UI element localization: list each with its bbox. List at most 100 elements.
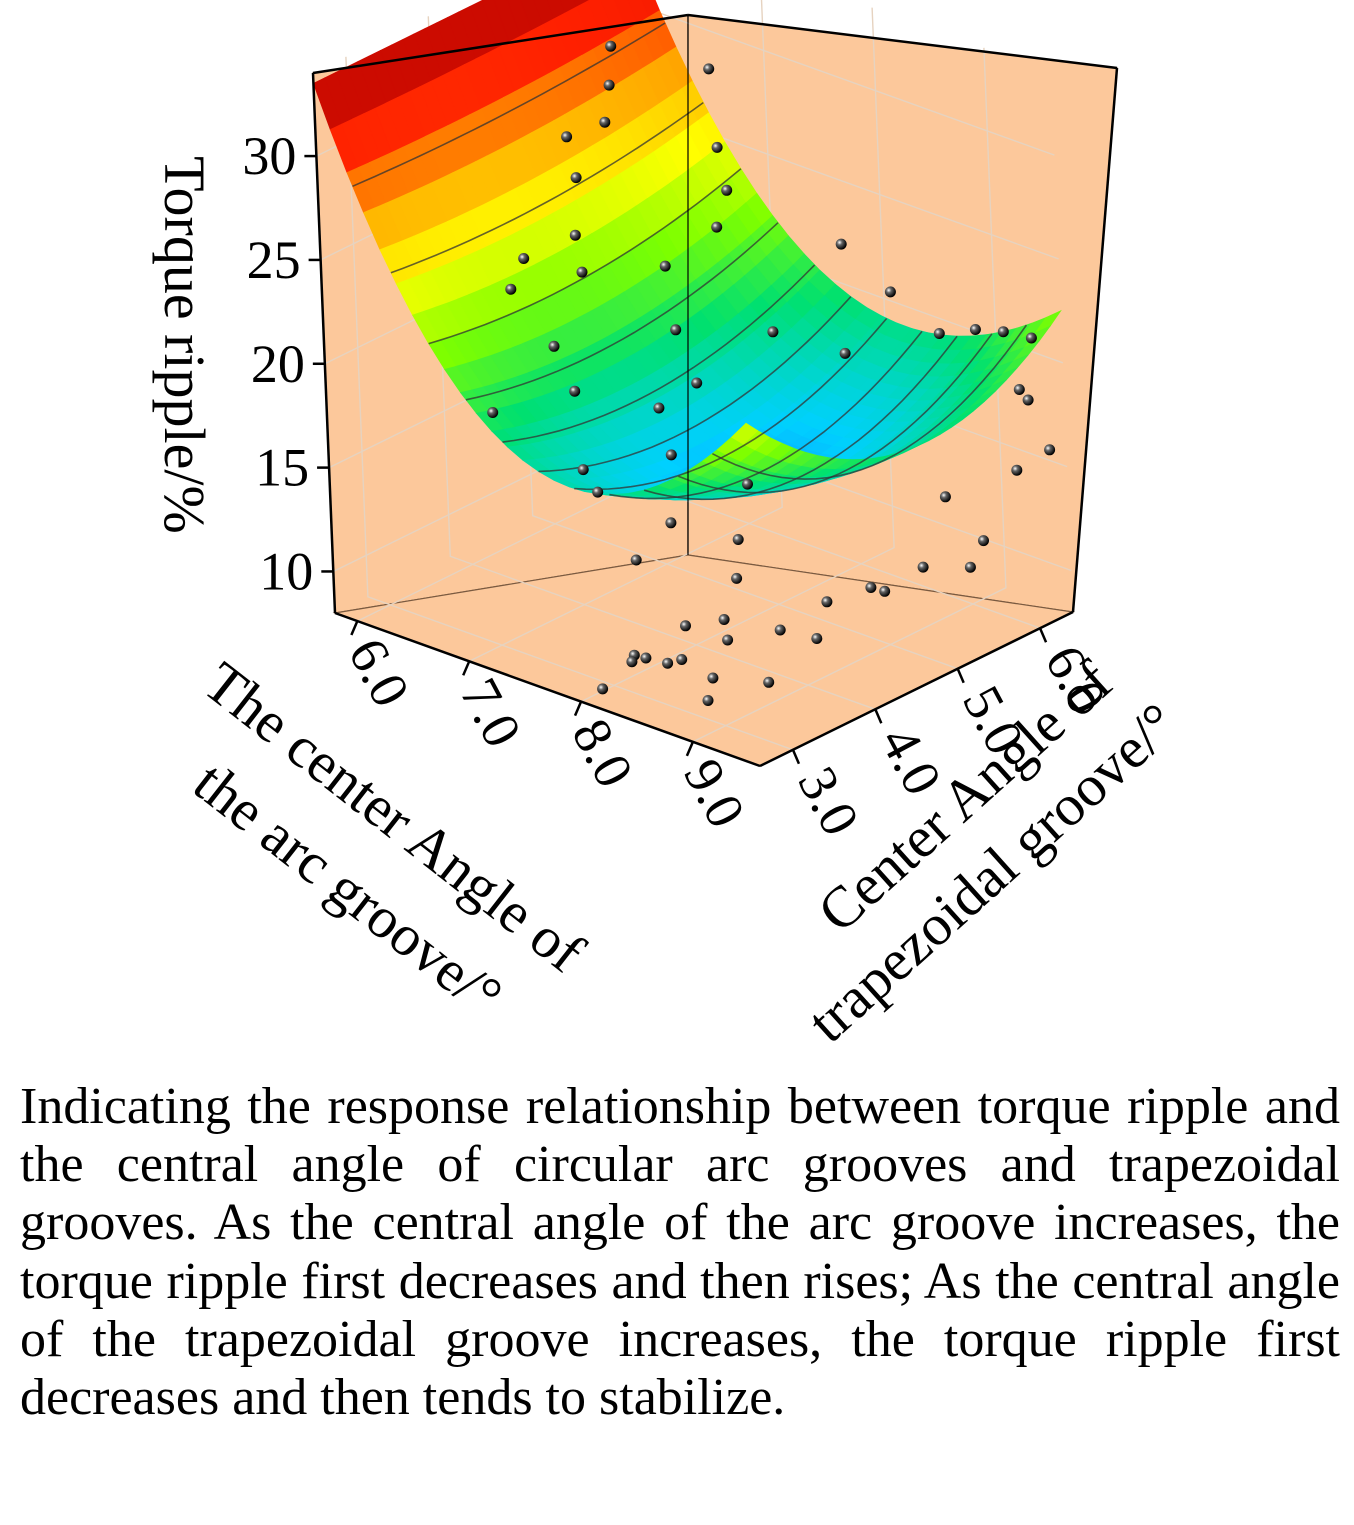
data-point	[561, 131, 573, 143]
data-point	[569, 385, 581, 397]
y-tick-mark	[791, 749, 801, 765]
data-point	[665, 449, 677, 461]
data-point	[603, 79, 615, 91]
y-tick-mark	[1038, 627, 1048, 643]
x-tick-label: 9.0	[672, 749, 757, 837]
data-point	[884, 286, 896, 298]
data-point	[763, 676, 775, 688]
data-point	[711, 141, 723, 153]
data-point	[711, 221, 723, 233]
figure-caption: Indicating the response relationship bet…	[20, 1078, 1340, 1427]
data-point	[1013, 384, 1025, 395]
data-point	[653, 402, 665, 414]
data-point	[577, 464, 589, 476]
data-point	[626, 656, 638, 668]
data-point	[1044, 444, 1056, 456]
data-point	[659, 260, 671, 272]
data-point	[1025, 332, 1037, 344]
data-point	[722, 634, 734, 646]
data-point	[939, 491, 951, 503]
contour-line	[352, 22, 666, 188]
data-point	[742, 478, 753, 490]
data-point	[933, 328, 945, 339]
x-axis-line	[334, 611, 761, 768]
data-point	[670, 324, 682, 336]
z-axis-title: Torque ripple/%	[152, 156, 217, 534]
data-point	[997, 326, 1009, 338]
x-gridline	[468, 0, 783, 662]
data-point	[835, 238, 847, 250]
data-point	[597, 683, 609, 695]
contour-line	[390, 101, 704, 274]
contour-line	[465, 222, 779, 401]
y-gridline	[345, 56, 794, 751]
x-tick-mark	[350, 620, 359, 636]
z-tick-label: 10	[259, 541, 313, 601]
y-tick-mark	[956, 668, 965, 684]
top-edge-right	[687, 13, 1118, 70]
data-points	[487, 40, 1056, 706]
top-edge-left	[312, 13, 689, 75]
data-point	[576, 266, 588, 278]
data-point	[605, 40, 617, 52]
z-tick-label: 30	[242, 126, 296, 186]
data-point	[969, 324, 981, 335]
data-point	[879, 585, 891, 597]
contour-line	[678, 333, 993, 494]
data-point	[718, 614, 730, 625]
data-point	[767, 326, 779, 338]
data-point	[487, 407, 499, 418]
data-point	[569, 229, 581, 241]
x-gridline	[580, 7, 895, 703]
z-tick-label: 15	[255, 438, 309, 498]
contour-line	[502, 264, 816, 443]
data-point	[964, 561, 976, 573]
data-point	[640, 652, 652, 664]
z-tick-label: 25	[247, 230, 301, 290]
data-point	[570, 172, 582, 184]
data-point	[811, 633, 823, 644]
contour-line	[609, 330, 923, 500]
y-axis-line	[759, 610, 1074, 768]
data-point	[774, 624, 786, 636]
data-point	[662, 657, 674, 669]
x-tick-label: 6.0	[337, 629, 422, 717]
contour-line	[428, 168, 742, 345]
y-tick-mark	[874, 708, 883, 724]
contour-line	[712, 324, 1028, 480]
data-point	[821, 596, 833, 608]
data-point	[731, 572, 743, 584]
data-point	[865, 582, 877, 593]
right-edge	[1071, 67, 1119, 613]
data-point	[630, 554, 642, 566]
x-tick-mark	[685, 741, 695, 757]
contour-line	[643, 335, 958, 501]
contour-line	[538, 296, 852, 473]
data-point	[680, 620, 691, 632]
data-point	[839, 347, 851, 359]
data-point	[518, 253, 530, 264]
y-tick-label: 3.0	[786, 757, 871, 845]
data-point	[1011, 464, 1023, 476]
z-tick-label: 20	[251, 334, 305, 394]
data-point	[548, 340, 560, 352]
response-surface	[312, 0, 1062, 501]
data-point	[505, 283, 517, 295]
data-point	[917, 561, 929, 573]
data-point	[702, 695, 714, 706]
data-point	[732, 534, 744, 545]
data-point	[707, 672, 719, 684]
data-point	[978, 535, 989, 547]
data-point	[703, 63, 715, 75]
data-point	[1022, 394, 1034, 406]
contour-line	[574, 317, 888, 491]
x-tick-label: 7.0	[449, 669, 534, 757]
z-axis-line	[311, 72, 337, 614]
data-point	[676, 654, 688, 665]
data-point	[721, 184, 733, 196]
x-tick-mark	[573, 701, 583, 717]
surface-patch	[730, 422, 759, 445]
data-point	[592, 486, 604, 498]
x-gridline	[692, 47, 1007, 743]
